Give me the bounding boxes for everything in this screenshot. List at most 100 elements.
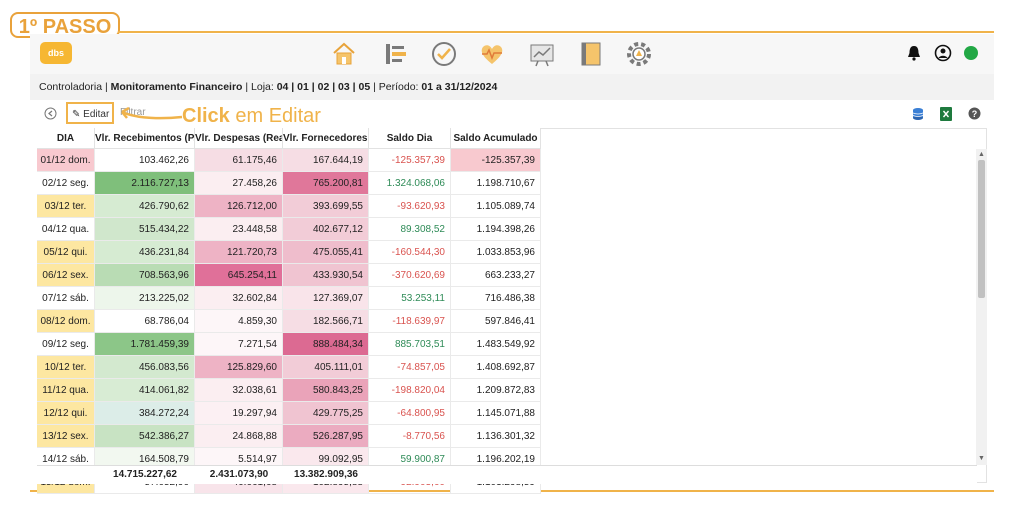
cell-fornecedores: 433.930,54 [283,264,369,287]
cell-saldo-acumulado: 1.408.692,87 [451,356,541,379]
cell-recebimentos: 456.083,56 [95,356,195,379]
filter-button[interactable]: Filtrar [120,107,146,118]
cell-dia: 03/12 ter. [37,195,95,218]
back-icon[interactable] [44,107,57,120]
cell-despesas: 121.720,73 [195,241,283,264]
edit-icon: ✎ [72,109,81,120]
filter-icon[interactable] [382,40,410,68]
scroll-up-icon[interactable]: ▲ [978,151,985,158]
loja-label: | Loja: [242,81,277,93]
cell-recebimentos: 515.434,22 [95,218,195,241]
cell-dia: 02/12 seg. [37,172,95,195]
table-row[interactable]: 08/12 dom. 68.786,04 4.859,30 182.566,71 -11… [37,310,976,333]
cell-saldo-dia: -198.820,04 [369,379,451,402]
vertical-scrollbar[interactable] [976,149,987,465]
cell-recebimentos: 1.781.459,39 [95,333,195,356]
cell-saldo-acumulado: 1.209.872,83 [451,379,541,402]
cell-despesas: 24.868,88 [195,425,283,448]
table-row[interactable]: 07/12 sáb. 213.225,02 32.602,84 127.369,07 5… [37,287,976,310]
home-icon[interactable] [330,40,358,68]
cell-saldo-acumulado: -125.357,39 [451,149,541,172]
gear-circle-icon[interactable] [625,40,653,68]
cell-dia: 11/12 qua. [37,379,95,402]
cell-fornecedores: 526.287,95 [283,425,369,448]
cell-dia: 06/12 sex. [37,264,95,287]
notebook-icon[interactable] [577,40,605,68]
svg-text:?: ? [972,109,978,119]
table-row[interactable]: 04/12 qua. 515.434,22 23.448,58 402.677,12 8… [37,218,976,241]
cell-saldo-acumulado: 1.198.710,67 [451,172,541,195]
cell-fornecedores: 402.677,12 [283,218,369,241]
total-recebimentos: 14.715.227,62 [113,469,177,480]
cell-fornecedores: 475.055,41 [283,241,369,264]
cell-saldo-acumulado: 1.483.549,92 [451,333,541,356]
scrollbar-thumb[interactable] [978,160,985,298]
table-row[interactable]: 13/12 sex. 542.386,27 24.868,88 526.287,95-… [37,425,976,448]
table-row[interactable]: 03/12 ter. 426.790,62 126.712,00 393.699,55… [37,195,976,218]
cell-dia: 05/12 qui. [37,241,95,264]
cell-despesas: 4.859,30 [195,310,283,333]
cell-despesas: 7.271,54 [195,333,283,356]
cell-saldo-dia: -64.800,95 [369,402,451,425]
cell-saldo-acumulado: 1.145.071,88 [451,402,541,425]
column-header[interactable]: Saldo Dia [369,128,451,149]
table-row[interactable]: 02/12 seg. 2.116.727,13 27.458,26 765.200,8… [37,172,976,195]
table-row[interactable]: 06/12 sex. 708.563,96 645.254,11 433.930,54… [37,264,976,287]
app-logo[interactable]: dbs [40,42,72,64]
cell-despesas: 32.038,61 [195,379,283,402]
cell-despesas: 645.254,11 [195,264,283,287]
cell-saldo-acumulado: 716.486,38 [451,287,541,310]
instruction-callout: Click em Editar [182,105,321,128]
cell-fornecedores: 167.644,19 [283,149,369,172]
cell-recebimentos: 426.790,62 [95,195,195,218]
cell-recebimentos: 384.272,24 [95,402,195,425]
cell-saldo-acumulado: 1.033.853,96 [451,241,541,264]
scroll-down-icon[interactable]: ▼ [978,455,985,462]
cell-dia: 10/12 ter. [37,356,95,379]
cell-recebimentos: 68.786,04 [95,310,195,333]
table-row[interactable]: 11/12 qua. 414.061,82 32.038,61 580.843,25-… [37,379,976,402]
cell-saldo-dia: 1.324.068,06 [369,172,451,195]
check-circle-icon[interactable] [430,40,458,68]
cell-saldo-dia: -370.620,69 [369,264,451,287]
database-icon[interactable] [912,107,924,121]
periodo-label: | Período: [370,81,422,93]
cell-recebimentos: 103.462,26 [95,149,195,172]
cell-despesas: 19.297,94 [195,402,283,425]
cell-saldo-dia: -74.857,05 [369,356,451,379]
cell-fornecedores: 182.566,71 [283,310,369,333]
column-header[interactable]: Saldo Acumulado [451,128,541,149]
breadcrumb: Controladoria | Monitoramento Financeiro… [30,74,994,100]
cell-saldo-dia: -160.544,30 [369,241,451,264]
heart-pulse-icon[interactable] [478,40,506,68]
column-header[interactable]: Vlr. Recebimentos (P... [95,128,195,149]
loja-value: 04 | 01 | 02 | 03 | 05 [276,81,371,93]
cell-despesas: 126.712,00 [195,195,283,218]
user-circle-icon[interactable] [934,44,952,62]
column-header[interactable]: DIA [37,128,95,149]
cell-saldo-dia: 89.308,52 [369,218,451,241]
table-row[interactable]: 01/12 dom. 103.462,26 61.175,46 167.644,19-… [37,149,976,172]
help-icon[interactable]: ? [968,107,981,120]
cell-dia: 08/12 dom. [37,310,95,333]
chart-board-icon[interactable] [528,40,556,68]
cell-despesas: 125.829,60 [195,356,283,379]
cell-dia: 13/12 sex. [37,425,95,448]
cell-fornecedores: 405.111,01 [283,356,369,379]
cell-fornecedores: 888.484,34 [283,333,369,356]
excel-icon[interactable] [940,107,952,121]
cell-saldo-acumulado: 663.233,27 [451,264,541,287]
column-header[interactable]: Vlr. Despesas (Real) [195,128,283,149]
column-header[interactable]: Vlr. Fornecedores... [283,128,369,149]
cell-despesas: 27.458,26 [195,172,283,195]
table-row[interactable]: 12/12 qui. 384.272,24 19.297,94 429.775,25-… [37,402,976,425]
table-row[interactable]: 10/12 ter. 456.083,56 125.829,60 405.111,01… [37,356,976,379]
step-badge: 1º PASSO [10,12,120,38]
callout-bold: Click [182,105,230,127]
cell-fornecedores: 765.200,81 [283,172,369,195]
edit-button[interactable]: ✎ Editar [66,102,114,124]
cell-fornecedores: 429.775,25 [283,402,369,425]
table-row[interactable]: 09/12 seg. 1.781.459,39 7.271,54 888.484,34… [37,333,976,356]
bell-icon[interactable] [905,44,923,62]
table-row[interactable]: 05/12 qui. 436.231,84 121.720,73 475.055,41… [37,241,976,264]
